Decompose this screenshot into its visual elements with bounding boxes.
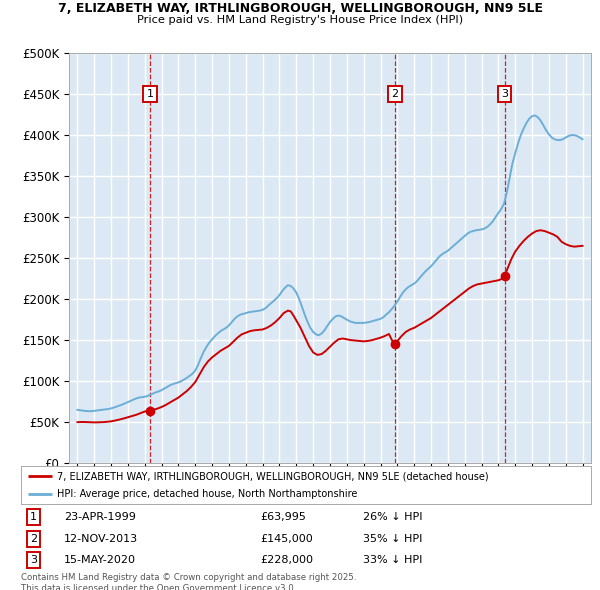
Text: 3: 3 <box>501 89 508 99</box>
Text: 35% ↓ HPI: 35% ↓ HPI <box>363 534 422 543</box>
Text: 15-MAY-2020: 15-MAY-2020 <box>64 555 136 565</box>
Text: 7, ELIZABETH WAY, IRTHLINGBOROUGH, WELLINGBOROUGH, NN9 5LE: 7, ELIZABETH WAY, IRTHLINGBOROUGH, WELLI… <box>58 2 542 15</box>
Text: HPI: Average price, detached house, North Northamptonshire: HPI: Average price, detached house, Nort… <box>57 490 357 500</box>
Text: 26% ↓ HPI: 26% ↓ HPI <box>363 512 422 522</box>
Text: 2: 2 <box>30 534 37 543</box>
Text: 1: 1 <box>30 512 37 522</box>
Text: 33% ↓ HPI: 33% ↓ HPI <box>363 555 422 565</box>
Text: 1: 1 <box>146 89 154 99</box>
Text: Price paid vs. HM Land Registry's House Price Index (HPI): Price paid vs. HM Land Registry's House … <box>137 15 463 25</box>
Text: £145,000: £145,000 <box>260 534 313 543</box>
Text: 12-NOV-2013: 12-NOV-2013 <box>64 534 138 543</box>
Text: £63,995: £63,995 <box>260 512 306 522</box>
Text: 23-APR-1999: 23-APR-1999 <box>64 512 136 522</box>
Text: 2: 2 <box>392 89 399 99</box>
Text: Contains HM Land Registry data © Crown copyright and database right 2025.
This d: Contains HM Land Registry data © Crown c… <box>21 573 356 590</box>
Text: £228,000: £228,000 <box>260 555 313 565</box>
Text: 3: 3 <box>30 555 37 565</box>
Text: 7, ELIZABETH WAY, IRTHLINGBOROUGH, WELLINGBOROUGH, NN9 5LE (detached house): 7, ELIZABETH WAY, IRTHLINGBOROUGH, WELLI… <box>57 471 488 481</box>
